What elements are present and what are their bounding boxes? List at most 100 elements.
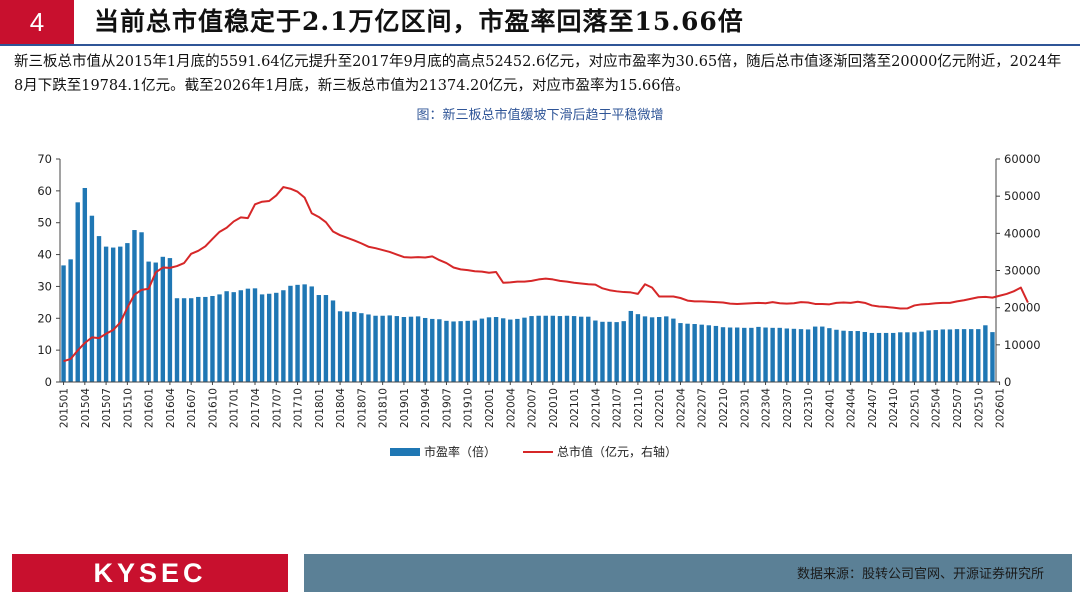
pe-bar	[621, 321, 626, 382]
pe-bar	[465, 320, 470, 382]
x-tick-label: 201801	[314, 388, 326, 428]
pe-bar	[742, 327, 747, 382]
right-tick-label: 20000	[1004, 301, 1041, 315]
pe-bar	[75, 202, 80, 382]
pe-bar	[352, 311, 357, 382]
x-tick-label: 201504	[80, 388, 92, 428]
left-tick-label: 70	[37, 152, 52, 166]
right-tick-label: 40000	[1004, 226, 1041, 240]
x-tick-label: 201907	[441, 388, 453, 428]
x-tick-label: 202110	[633, 388, 645, 428]
pe-bar	[642, 316, 648, 382]
pe-bar	[302, 284, 307, 382]
pe-bar	[394, 316, 400, 382]
pe-bar	[727, 327, 733, 382]
x-tick-label: 201904	[420, 388, 432, 428]
pe-bar	[252, 288, 258, 382]
pe-bar	[898, 332, 903, 382]
pe-bar	[706, 325, 712, 382]
pe-bar	[770, 327, 775, 382]
pe-bar	[883, 332, 889, 382]
pe-bar	[862, 331, 868, 382]
pe-bar	[444, 320, 449, 382]
pe-bar	[118, 246, 123, 382]
x-tick-label: 202404	[846, 388, 858, 428]
header: 4 当前总市值稳定于2.1万亿区间，市盈率回落至15.66倍	[0, 0, 1080, 44]
market-cap-line	[63, 186, 1029, 363]
pe-bar	[373, 315, 378, 382]
pe-bar	[763, 327, 768, 382]
x-tick-label: 202401	[824, 388, 836, 428]
pe-bar	[571, 316, 577, 382]
pe-bar	[628, 310, 634, 382]
pe-bar	[940, 329, 946, 382]
pe-bar	[600, 321, 605, 382]
pe-bar	[912, 332, 917, 382]
x-tick-label: 201901	[399, 388, 411, 428]
pe-bar	[451, 321, 456, 382]
pe-bar	[756, 326, 761, 382]
pe-bar	[203, 296, 208, 382]
x-tick-label: 202407	[867, 388, 879, 428]
pe-bar	[607, 321, 612, 382]
x-tick-label: 202101	[569, 388, 581, 428]
pe-bar	[316, 295, 322, 382]
pe-bar	[359, 313, 364, 382]
pe-bar	[366, 314, 371, 382]
x-tick-label: 202104	[590, 388, 602, 428]
pe-bar	[649, 317, 655, 382]
pe-bar	[954, 329, 960, 382]
x-tick-label: 201807	[356, 388, 368, 428]
x-tick-label: 202601	[995, 388, 1007, 428]
legend-swatch-pe	[390, 448, 420, 456]
pe-bar	[543, 315, 548, 382]
pe-bar	[323, 295, 329, 382]
right-tick-label: 50000	[1004, 189, 1041, 203]
pe-bar	[430, 318, 435, 382]
left-tick-label: 30	[37, 279, 52, 293]
pe-bar	[812, 326, 818, 382]
pe-bar	[238, 290, 244, 382]
pe-bar	[692, 324, 697, 382]
pe-bar	[110, 247, 116, 382]
pe-bar	[699, 324, 704, 382]
pe-bar	[749, 327, 754, 382]
right-tick-label: 10000	[1004, 338, 1041, 352]
pe-bar	[968, 329, 974, 382]
pe-bar	[500, 318, 506, 382]
pe-bar	[961, 329, 967, 382]
pe-bar	[188, 298, 194, 382]
pe-bar	[245, 288, 251, 382]
pe-bar	[593, 320, 598, 382]
pe-bar	[919, 331, 924, 382]
x-tick-label: 202310	[803, 388, 815, 428]
pe-bar	[288, 285, 293, 382]
pe-bar	[337, 311, 343, 382]
pe-bar	[578, 316, 584, 382]
pe-bar	[798, 329, 804, 382]
pe-bar	[720, 327, 726, 382]
header-divider	[0, 44, 1080, 46]
x-tick-label: 201707	[271, 388, 283, 428]
x-tick-label: 202210	[718, 388, 730, 428]
x-tick-label: 202410	[888, 388, 900, 428]
pe-bar	[210, 295, 215, 382]
pe-bar	[422, 317, 428, 382]
x-tick-label: 202301	[739, 388, 751, 428]
pe-bar	[274, 292, 279, 382]
x-tick-label: 202010	[548, 388, 560, 428]
pe-bar	[614, 322, 619, 382]
pe-bar	[266, 293, 272, 382]
pe-bar	[905, 332, 910, 382]
x-tick-label: 201507	[101, 388, 113, 428]
x-tick-label: 202504	[931, 388, 943, 428]
pe-bar	[671, 318, 676, 382]
pe-bar	[82, 187, 88, 382]
pe-bar	[678, 323, 683, 382]
pe-bar	[231, 292, 236, 382]
pe-bar	[146, 261, 151, 382]
left-tick-label: 0	[45, 375, 52, 389]
left-tick-label: 60	[37, 184, 52, 198]
pe-bar	[890, 332, 896, 382]
pe-bar	[472, 320, 478, 382]
